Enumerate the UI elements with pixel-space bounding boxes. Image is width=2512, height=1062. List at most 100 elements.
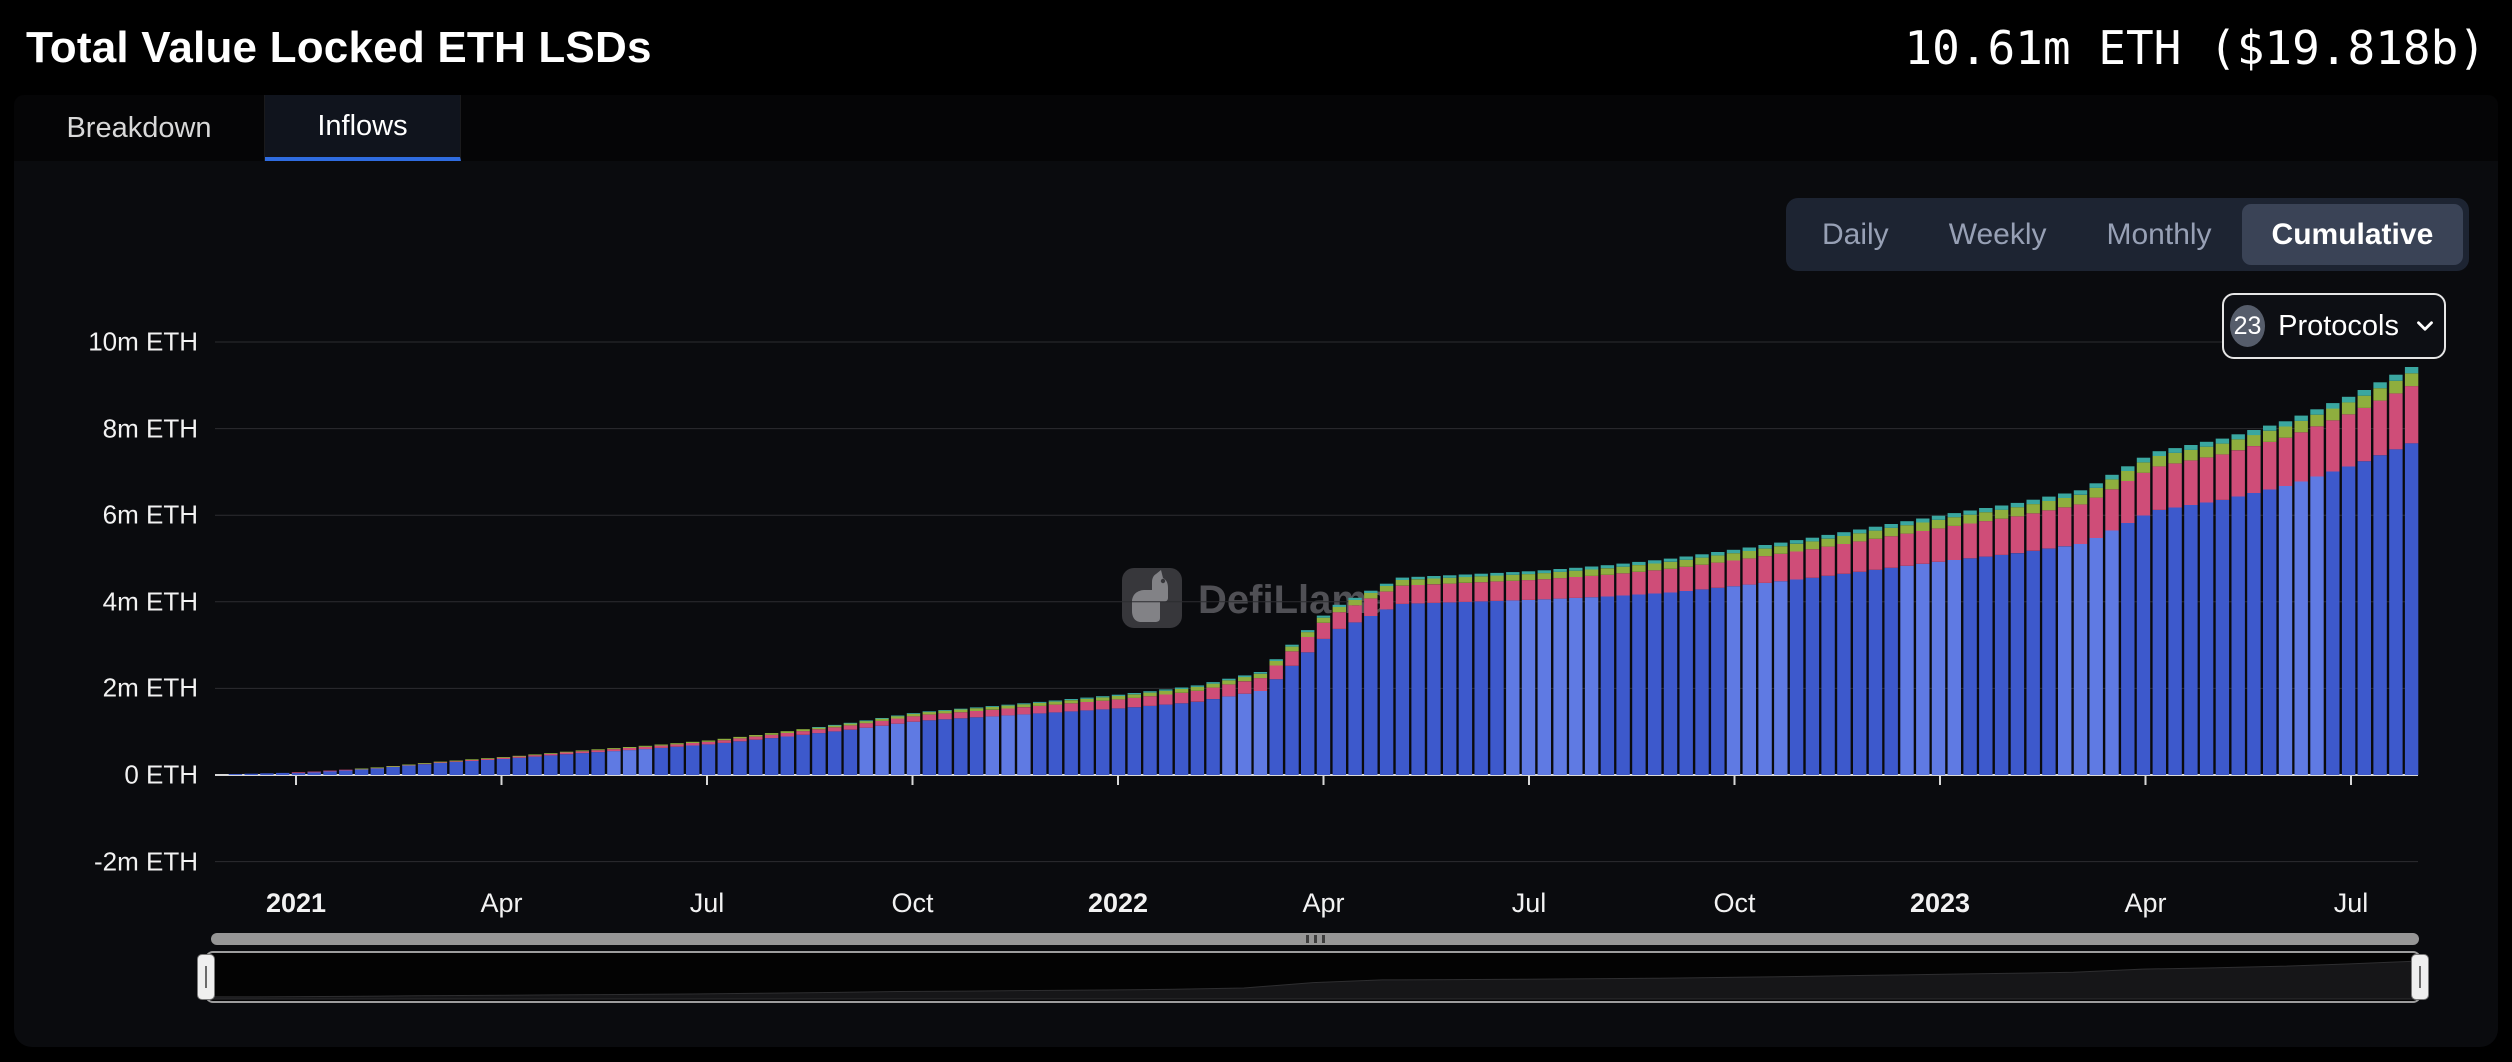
bar-segment-green[interactable] xyxy=(607,748,621,750)
range-navigator[interactable] xyxy=(197,951,2429,1003)
bar-segment-pink[interactable] xyxy=(764,734,779,739)
bar-segment-green[interactable] xyxy=(1774,546,1788,554)
bar-segment-pink[interactable] xyxy=(1080,702,1094,711)
bar-segment-teal[interactable] xyxy=(1648,560,1662,564)
bar-segment-pink[interactable] xyxy=(2373,400,2387,456)
bar-segment-green[interactable] xyxy=(1521,574,1536,581)
navigator-left-handle[interactable] xyxy=(197,954,215,1000)
bar-segment-green[interactable] xyxy=(1080,698,1094,702)
bar-segment-blue[interactable] xyxy=(1994,554,2009,775)
bar-segment-pink[interactable] xyxy=(1048,704,1063,713)
bar-segment-green[interactable] xyxy=(559,751,574,753)
bar-segment-teal[interactable] xyxy=(2247,430,2261,436)
bar-segment-blue[interactable] xyxy=(1033,713,1047,775)
bar-segment-green[interactable] xyxy=(417,763,432,764)
bar-segment-blue[interactable] xyxy=(654,747,668,775)
bar-segment-green[interactable] xyxy=(985,706,999,710)
bar-segment-green[interactable] xyxy=(1632,565,1646,572)
bar-segment-pink[interactable] xyxy=(2357,407,2371,462)
bar-segment-blue[interactable] xyxy=(2136,515,2151,776)
bar-segment-green[interactable] xyxy=(922,711,936,715)
bar-segment-blue[interactable] xyxy=(969,717,984,775)
bar-segment-green[interactable] xyxy=(496,757,511,758)
bar-segment-teal[interactable] xyxy=(891,715,905,717)
bar-segment-teal[interactable] xyxy=(2278,421,2293,427)
bar-segment-blue[interactable] xyxy=(276,772,290,775)
bar-segment-blue[interactable] xyxy=(1648,593,1662,776)
bar-segment-teal[interactable] xyxy=(2357,390,2371,396)
bar-segment-pink[interactable] xyxy=(922,714,936,721)
navigator-right-handle[interactable] xyxy=(2411,954,2429,1000)
bar-segment-teal[interactable] xyxy=(1269,659,1283,661)
bar-segment-green[interactable] xyxy=(1017,704,1031,708)
bar-segment-teal[interactable] xyxy=(2199,441,2214,447)
bar-segment-green[interactable] xyxy=(2341,402,2356,415)
bar-segment-blue[interactable] xyxy=(465,760,479,775)
bar-segment-green[interactable] xyxy=(2168,452,2182,464)
bar-segment-pink[interactable] xyxy=(1301,637,1315,653)
bar-segment-pink[interactable] xyxy=(1916,531,1930,564)
bar-segment-teal[interactable] xyxy=(1916,518,1930,523)
bar-segment-pink[interactable] xyxy=(1364,598,1378,617)
bar-segment-blue[interactable] xyxy=(670,746,684,775)
bar-segment-green[interactable] xyxy=(2215,443,2230,455)
bar-segment-pink[interactable] xyxy=(496,757,511,759)
bar-segment-pink[interactable] xyxy=(796,731,810,735)
bar-segment-blue[interactable] xyxy=(1537,599,1551,775)
bar-segment-pink[interactable] xyxy=(780,733,794,737)
bar-segment-teal[interactable] xyxy=(1159,689,1173,691)
bar-segment-blue[interactable] xyxy=(512,757,526,775)
bar-segment-blue[interactable] xyxy=(433,762,448,775)
bar-segment-green[interactable] xyxy=(1143,692,1157,697)
bar-segment-pink[interactable] xyxy=(2026,513,2040,551)
bar-segment-pink[interactable] xyxy=(1758,556,1772,583)
bar-segment-blue[interactable] xyxy=(339,770,353,775)
bar-segment-green[interactable] xyxy=(843,723,858,726)
bar-segment-pink[interactable] xyxy=(2058,507,2072,547)
bar-segment-green[interactable] xyxy=(1805,541,1820,550)
bar-segment-blue[interactable] xyxy=(417,764,432,775)
bar-segment-teal[interactable] xyxy=(1238,675,1252,678)
bar-segment-green[interactable] xyxy=(2373,388,2387,401)
bar-segment-green[interactable] xyxy=(1758,548,1772,557)
bar-segment-teal[interactable] xyxy=(1395,577,1410,580)
bar-segment-blue[interactable] xyxy=(2389,449,2403,775)
bar-segment-green[interactable] xyxy=(1868,530,1883,539)
bar-segment-blue[interactable] xyxy=(1853,571,1867,775)
bar-segment-green[interactable] xyxy=(2073,494,2088,505)
bar-segment-pink[interactable] xyxy=(1395,585,1410,604)
bar-segment-pink[interactable] xyxy=(2404,386,2419,444)
bar-segment-blue[interactable] xyxy=(1600,596,1615,776)
bar-segment-teal[interactable] xyxy=(2215,438,2230,444)
bar-segment-pink[interactable] xyxy=(1994,518,2009,555)
bar-segment-teal[interactable] xyxy=(2184,445,2198,450)
bar-segment-green[interactable] xyxy=(481,758,495,759)
bar-segment-blue[interactable] xyxy=(985,716,999,775)
bar-segment-blue[interactable] xyxy=(1364,615,1378,775)
bar-segment-pink[interactable] xyxy=(1742,558,1756,585)
bar-segment-green[interactable] xyxy=(2263,430,2277,442)
bar-segment-pink[interactable] xyxy=(1174,692,1189,704)
bar-segment-blue[interactable] xyxy=(2184,505,2198,775)
bar-segment-teal[interactable] xyxy=(1096,696,1110,698)
bar-segment-pink[interactable] xyxy=(1789,551,1804,580)
bar-segment-pink[interactable] xyxy=(2184,460,2198,506)
bar-segment-blue[interactable] xyxy=(1285,665,1299,775)
bar-segment-pink[interactable] xyxy=(1963,523,1977,559)
bar-segment-blue[interactable] xyxy=(1222,696,1236,775)
bar-segment-pink[interactable] xyxy=(1663,568,1678,593)
bar-segment-pink[interactable] xyxy=(2105,489,2119,531)
bar-segment-green[interactable] xyxy=(1569,570,1583,577)
bar-segment-green[interactable] xyxy=(1379,586,1394,592)
bar-segment-teal[interactable] xyxy=(1301,630,1315,633)
bar-segment-pink[interactable] xyxy=(1490,581,1504,601)
bar-segment-blue[interactable] xyxy=(2073,544,2088,775)
bar-segment-pink[interactable] xyxy=(1332,612,1346,629)
bar-segment-green[interactable] xyxy=(1789,543,1804,552)
bar-segment-teal[interactable] xyxy=(985,706,999,707)
bar-segment-teal[interactable] xyxy=(2168,448,2182,453)
bar-segment-teal[interactable] xyxy=(1064,699,1078,701)
bar-segment-blue[interactable] xyxy=(1884,567,1898,775)
bar-segment-pink[interactable] xyxy=(1001,708,1015,716)
bar-segment-blue[interactable] xyxy=(622,750,637,775)
